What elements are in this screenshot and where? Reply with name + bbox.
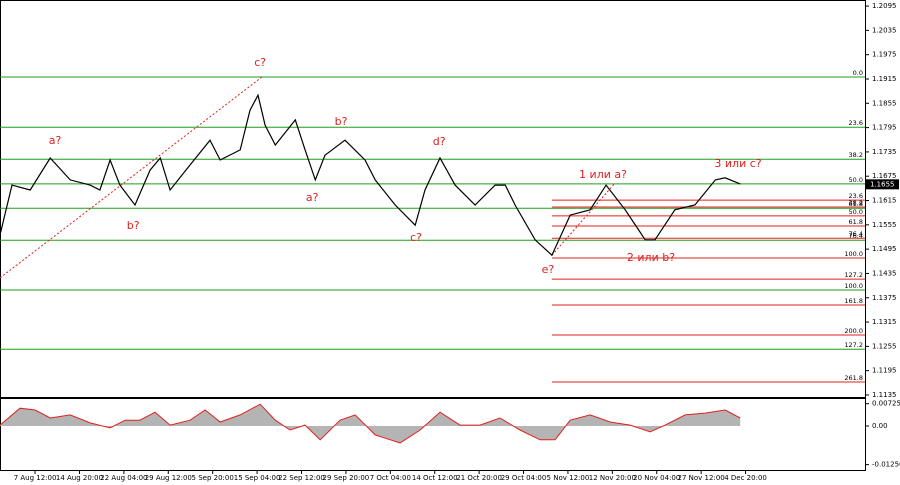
fib-label: 38.2 [849, 151, 863, 159]
x-tick-label: 22 Aug 04:00 [100, 474, 147, 482]
fib-label: 61.8 [849, 218, 863, 226]
current-price-box [866, 179, 899, 190]
wave-label: 3 или c? [714, 157, 761, 170]
x-tick-label: 29 Aug 12:00 [145, 474, 192, 482]
y-tick-label: 1.1795 [872, 124, 897, 132]
y-tick-label: 1.1495 [872, 245, 897, 253]
y-tick-label: 1.1135 [872, 391, 897, 399]
x-tick-label: 29 Sep 20:00 [323, 474, 370, 482]
wave-label: a? [306, 191, 319, 204]
fib-label: 161.8 [844, 297, 863, 305]
trendline [0, 76, 263, 279]
fib-label: 50.0 [849, 176, 863, 184]
y-tick-label: -0.01256 [872, 461, 900, 469]
x-tick-label: 14 Aug 20:00 [56, 474, 103, 482]
y-tick-label: 1.1675 [872, 172, 897, 180]
y-tick-label: 1.1915 [872, 75, 897, 83]
y-tick-label: 1.1375 [872, 294, 897, 302]
current-price-label: 1.1655 [870, 180, 895, 188]
wave-label: e? [542, 263, 555, 276]
y-tick-label: 1.1855 [872, 99, 897, 107]
y-tick-label: 1.1195 [872, 367, 897, 375]
y-tick-label: 0.00725 [872, 400, 900, 408]
oscillator-line [0, 403, 741, 444]
wave-label: d? [433, 135, 446, 148]
fib-label: 76.4 [849, 232, 863, 240]
fib-label: 76.4 [849, 230, 863, 238]
fib-label: 100.0 [844, 282, 863, 290]
y-tick-label: 1.1735 [872, 148, 897, 156]
fib-label: 127.2 [844, 341, 863, 349]
y-tick-label: 1.1255 [872, 342, 897, 350]
wave-label: c? [410, 231, 422, 244]
wave-label: b? [335, 115, 348, 128]
fib-label: 200.0 [844, 327, 863, 335]
price-frame [0, 0, 866, 398]
x-tick-label: 22 Sep 12:00 [278, 474, 325, 482]
fib-label: 127.2 [844, 271, 863, 279]
wave-label: 1 или a? [579, 168, 627, 181]
y-tick-label: 1.1315 [872, 318, 897, 326]
x-tick-label: 27 Nov 12:00 [678, 474, 725, 482]
x-tick-label: 20 Nov 04:00 [633, 474, 680, 482]
fib-label: 23.6 [849, 192, 863, 200]
y-tick-label: 0.00 [872, 422, 888, 430]
x-tick-label: 21 Oct 20:00 [456, 474, 502, 482]
wave-label: c? [254, 56, 266, 69]
x-tick-label: 7 Oct 04:00 [370, 474, 411, 482]
x-tick-label: 5 Sep 20:00 [192, 474, 234, 482]
fib-label: 50.0 [849, 208, 863, 216]
y-tick-label: 1.1435 [872, 269, 897, 277]
x-tick-label: 29 Oct 04:00 [501, 474, 547, 482]
fib-label: 38.2 [849, 199, 863, 207]
price-line [0, 93, 741, 257]
oscillator-area [0, 404, 741, 443]
wave-label: 2 или b? [627, 251, 675, 264]
wave-label: a? [49, 134, 62, 147]
x-tick-label: 4 Dec 20:00 [724, 474, 767, 482]
y-tick-label: 1.1975 [872, 51, 897, 59]
fib-label: 23.6 [849, 119, 863, 127]
y-tick-label: 1.1615 [872, 197, 897, 205]
y-tick-label: 1.1555 [872, 221, 897, 229]
wave-label: b? [127, 219, 140, 232]
fib-label: 261.8 [844, 374, 863, 382]
x-tick-label: 12 Nov 20:00 [589, 474, 636, 482]
fib-label: 61.8 [849, 200, 863, 208]
x-tick-label: 7 Aug 12:00 [14, 474, 57, 482]
y-tick-label: 1.2035 [872, 26, 897, 34]
x-tick-label: 15 Sep 04:00 [234, 474, 281, 482]
oscillator-frame [0, 398, 866, 471]
x-tick-label: 5 Nov 12:00 [547, 474, 590, 482]
y-tick-label: 1.2095 [872, 2, 897, 10]
x-tick-label: 14 Oct 12:00 [412, 474, 458, 482]
fib-label: 0.0 [853, 69, 863, 77]
fib-label: 100.0 [844, 250, 863, 258]
